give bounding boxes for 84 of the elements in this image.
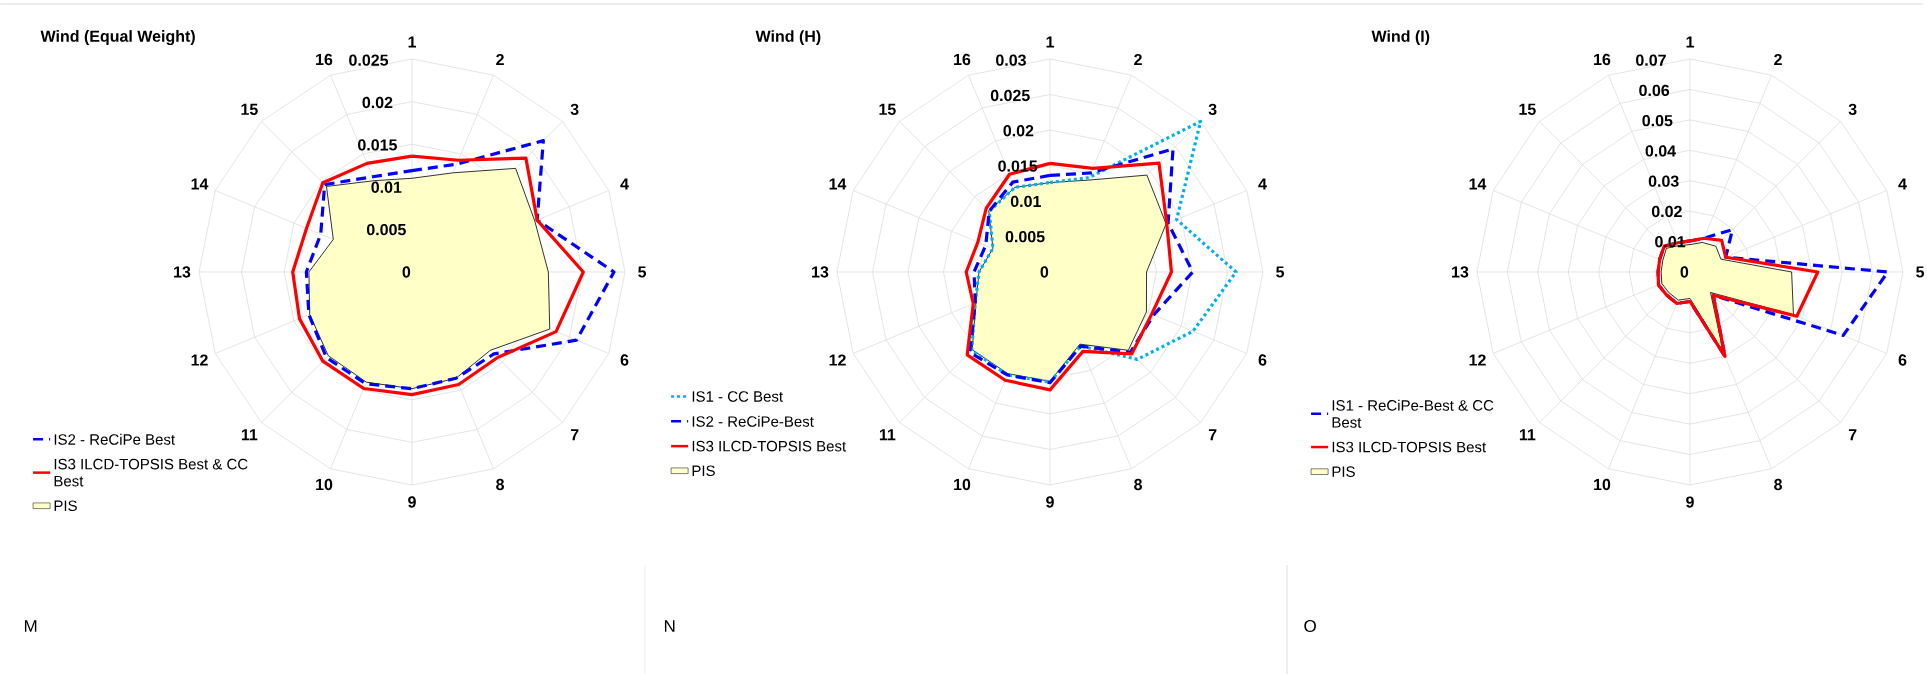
- spoke-label: 7: [570, 429, 579, 441]
- text: N: [664, 620, 675, 632]
- spoke-label: 13: [174, 266, 191, 278]
- spoke-label: 10: [1594, 478, 1611, 491]
- chart-title: Wind (Equal Weight): [40, 30, 195, 46]
- spoke-label: 11: [879, 429, 896, 441]
- spoke-label: 15: [241, 103, 258, 115]
- spoke-label: 16: [1594, 53, 1611, 66]
- spoke-label: 5: [1276, 266, 1285, 278]
- y-tick-label: 0.005: [366, 223, 406, 236]
- y-tick-label: 0.02: [362, 96, 393, 109]
- legend-label: IS2 - ReCiPe Best: [54, 433, 175, 445]
- spoke-label: 10: [316, 478, 333, 491]
- y-tick-label: 0.04: [1645, 145, 1676, 157]
- spoke-label: 5: [638, 266, 647, 278]
- spoke-label: 1: [1046, 36, 1055, 48]
- text: M: [24, 620, 37, 632]
- spoke-label: 9: [408, 496, 416, 508]
- spoke-label: 7: [1848, 429, 1857, 441]
- spoke-label: 3: [570, 103, 579, 115]
- spoke-label: 14: [191, 178, 209, 190]
- chart-title: Wind (I): [1371, 30, 1430, 46]
- y-tick-label: 0.07: [1636, 54, 1666, 66]
- legend-label: PIS: [1332, 466, 1355, 477]
- spoke-label: 8: [1134, 478, 1142, 491]
- y-tick-label: 0: [402, 266, 411, 278]
- spoke-label: 6: [1898, 354, 1907, 366]
- y-tick-label: 0.005: [1005, 231, 1045, 243]
- spoke-label: 2: [1134, 53, 1142, 66]
- legend-label: IS1 - CC Best: [692, 391, 783, 402]
- y-tick-label: 0.02: [1003, 125, 1034, 137]
- spoke-label: 13: [812, 266, 829, 278]
- y-tick-label: 0: [1680, 266, 1689, 278]
- y-tick-label: 0.01: [1010, 195, 1041, 208]
- y-tick-label: 0.06: [1639, 84, 1670, 97]
- spoke-label: 14: [829, 178, 847, 190]
- spoke-label: 14: [1469, 178, 1487, 190]
- spoke-label: 2: [1774, 53, 1782, 66]
- text: O: [1304, 619, 1316, 633]
- y-tick-label: 0.025: [990, 89, 1030, 102]
- spoke-label: 2: [496, 53, 504, 66]
- spoke-label: 13: [1452, 266, 1469, 278]
- spoke-label: 15: [1519, 103, 1536, 115]
- legend-label: IS1 - ReCiPe-Best & CC Best: [1332, 399, 1494, 428]
- spoke-label: 12: [191, 354, 208, 366]
- legend-label: IS2 - ReCiPe-Best: [692, 415, 814, 427]
- spoke-label: 3: [1208, 103, 1217, 115]
- spoke-label: 9: [1046, 496, 1054, 508]
- y-tick-label: 0.02: [1651, 205, 1682, 218]
- y-tick-label: 0.03: [1648, 175, 1679, 187]
- spoke-label: 11: [1519, 429, 1536, 441]
- spoke-label: 6: [1258, 354, 1267, 366]
- spoke-label: 15: [879, 103, 896, 115]
- y-tick-label: 0.015: [358, 139, 397, 151]
- y-tick-label: 0.01: [371, 181, 402, 193]
- spoke-label: 4: [1258, 178, 1267, 190]
- spoke-label: 10: [954, 478, 971, 491]
- legend-label: PIS: [54, 500, 77, 512]
- spoke-label: 5: [1916, 266, 1925, 278]
- spoke-label: 12: [1469, 354, 1486, 366]
- spoke-label: 11: [241, 429, 258, 441]
- y-tick-label: 0: [1040, 266, 1049, 278]
- y-tick-label: 0.05: [1642, 115, 1673, 127]
- spoke-label: 6: [620, 354, 629, 366]
- spoke-label: 16: [316, 53, 333, 66]
- spoke-label: 4: [620, 178, 629, 190]
- spoke-label: 3: [1848, 103, 1857, 115]
- spoke-label: 4: [1898, 178, 1907, 190]
- spoke-label: 16: [954, 53, 971, 66]
- spoke-label: 12: [829, 354, 846, 366]
- y-tick-label: 0.025: [349, 54, 389, 66]
- spoke-label: 9: [1686, 496, 1694, 508]
- legend-label: IS3 ILCD-TOPSIS Best: [1332, 441, 1487, 453]
- legend-label: PIS: [692, 465, 715, 477]
- y-tick-label: 0.03: [996, 54, 1026, 66]
- spoke-label: 1: [1686, 36, 1695, 48]
- legend-label: IS3 ILCD-TOPSIS Best: [692, 440, 847, 452]
- spoke-label: 1: [408, 36, 417, 48]
- spoke-label: 7: [1208, 429, 1217, 441]
- y-tick-label: 0.015: [998, 160, 1038, 172]
- spoke-label: 8: [1774, 478, 1782, 491]
- chart-title: Wind (H): [755, 30, 821, 46]
- legend-label: IS3 ILCD-TOPSIS Best & CC Best: [54, 458, 248, 487]
- spoke-label: 8: [496, 478, 504, 491]
